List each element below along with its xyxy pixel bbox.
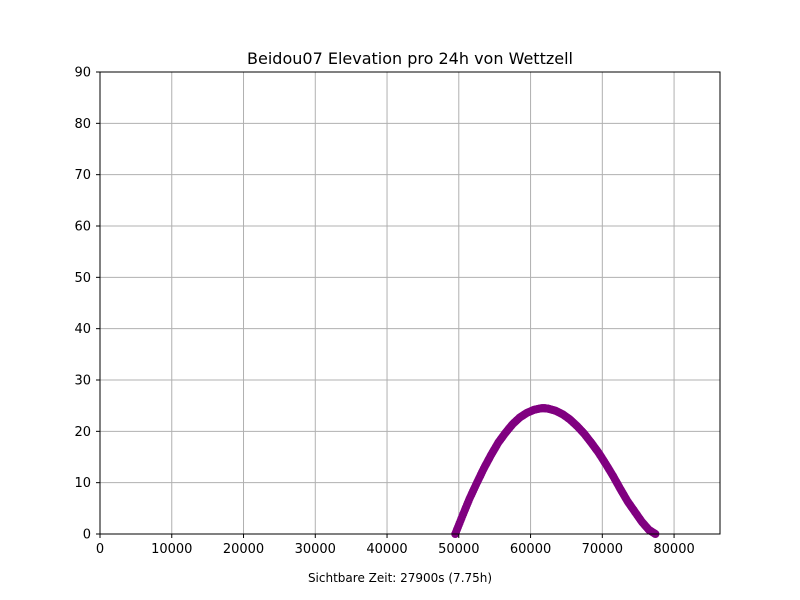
y-tick-label: 90 (74, 66, 91, 81)
y-tick-label: 40 (74, 322, 91, 337)
y-tick-label: 30 (74, 374, 91, 389)
x-tick-label: 0 (96, 542, 104, 557)
y-tick-label: 50 (74, 271, 91, 286)
x-tick-label: 60000 (510, 542, 551, 557)
elevation-series (451, 404, 660, 538)
y-tick-label: 60 (74, 220, 91, 235)
y-tick-label: 20 (74, 425, 91, 440)
grid-lines (99, 71, 720, 535)
y-tick-label: 80 (74, 117, 91, 132)
x-axis-ticks: 0 10000 20000 30000 40000 50000 60000 70000 8000… (96, 534, 695, 557)
x-tick-label: 40000 (366, 542, 407, 557)
x-tick-label: 70000 (582, 542, 623, 557)
x-tick-label: 80000 (653, 542, 694, 557)
x-tick-label: 20000 (223, 542, 264, 557)
y-tick-label: 0 (83, 528, 91, 543)
y-tick-label: 70 (74, 168, 91, 183)
y-axis-ticks: 0 10 20 30 40 50 60 70 80 90 (74, 66, 100, 543)
x-tick-label: 50000 (438, 542, 479, 557)
plot-frame (99, 71, 721, 535)
y-tick-label: 10 (74, 476, 91, 491)
chart-title: Beidou07 Elevation pro 24h von Wettzell (247, 49, 573, 68)
visible-time-footnote: Sichtbare Zeit: 27900s (7.75h) (308, 571, 492, 585)
x-tick-label: 10000 (151, 542, 192, 557)
x-tick-label: 30000 (295, 542, 336, 557)
